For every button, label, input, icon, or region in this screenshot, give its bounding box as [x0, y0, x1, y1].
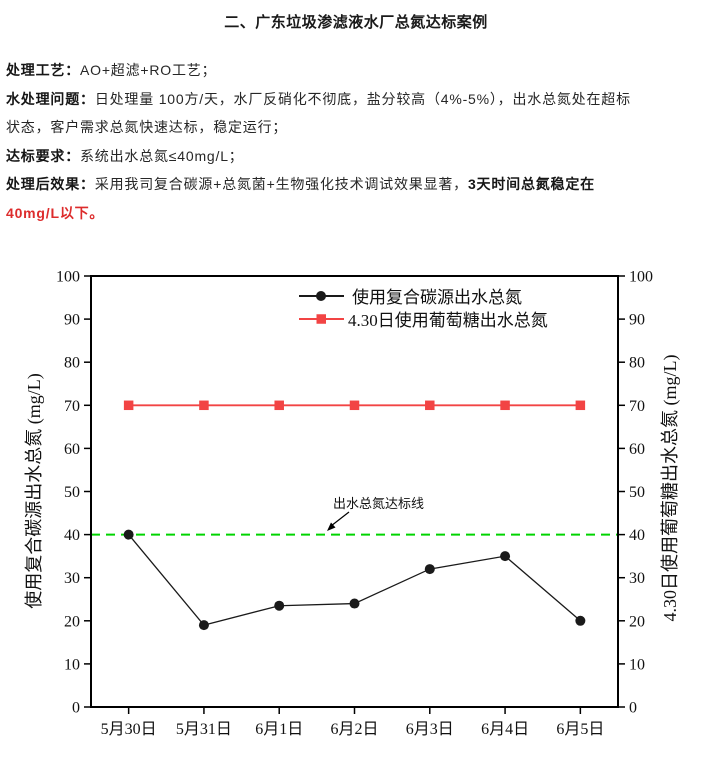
text-segment: 日处理量 100方/天，水厂反硝化不彻底，盐分较高（4%-5%），出水总氮处在超…: [94, 90, 631, 107]
text-line: 处理工艺：AO+超滤+RO工艺；: [6, 56, 708, 85]
y-tick-label-right: 70: [629, 398, 645, 415]
data-point-square: [123, 400, 134, 411]
text-segment: 水处理问题：: [6, 90, 95, 107]
text-segment: 3天时间总氮稳定在: [467, 176, 595, 192]
x-tick-label: 5月30日: [101, 721, 157, 738]
text-segment: 达标要求：: [6, 147, 80, 164]
data-point-circle: [349, 598, 360, 609]
y-tick-label-left: 60: [64, 441, 80, 458]
y-tick-label-left: 10: [64, 656, 80, 673]
data-point-square: [500, 400, 510, 411]
data-point-square: [575, 400, 586, 411]
legend-label: 使用复合碳源出水总氮: [352, 287, 522, 307]
y-tick-label-left: 80: [64, 355, 80, 372]
y-tick-label-right: 20: [629, 613, 645, 630]
data-point-circle: [274, 600, 285, 611]
data-point-circle: [198, 620, 209, 631]
data-point-square: [274, 400, 284, 411]
y-tick-label-right: 30: [629, 570, 645, 587]
y-tick-label-left: 30: [64, 570, 80, 587]
plot-frame: [90, 275, 619, 708]
x-tick-label: 6月4日: [481, 721, 529, 738]
data-point-circle: [575, 615, 586, 626]
y-tick-label-left: 70: [64, 398, 80, 415]
page-title: 二、广东垃圾渗滤液水厂总氮达标案例: [224, 14, 488, 31]
text-segment: 处理工艺：: [6, 62, 80, 78]
text-line: 处理后效果：采用我司复合碳源+总氮菌+生物强化技术调试效果显著，3天时间总氮稳定…: [6, 170, 708, 199]
x-tick-label: 6月2日: [330, 721, 378, 738]
x-tick-label: 5月31日: [176, 721, 232, 738]
annotation-arrow: [330, 511, 350, 527]
data-point-square: [349, 400, 360, 411]
y-tick-label-right: 10: [629, 656, 645, 673]
y-tick-label-right: 40: [629, 527, 645, 544]
data-point-circle: [500, 551, 511, 562]
data-point-square: [199, 400, 209, 411]
legend-marker-circle: [316, 291, 326, 301]
data-point-circle: [424, 564, 435, 575]
text-segment: 系统出水总氮≤40mg/L；: [80, 147, 244, 164]
x-tick-label: 6月1日: [255, 721, 303, 738]
text-line: 40mg/L以下。: [6, 199, 708, 228]
y-tick-label-left: 100: [56, 269, 80, 286]
series-line-0: [128, 534, 581, 626]
y-tick-label-left: 0: [72, 700, 80, 717]
text-segment: 采用我司复合碳源+总氮菌+生物强化技术调试效果显著，: [94, 176, 468, 192]
reference-line-label: 出水总氮达标线: [333, 496, 424, 511]
y-tick-label-left: 90: [64, 312, 80, 329]
y-tick-label-left: 50: [64, 484, 80, 501]
x-tick-label: 6月3日: [406, 721, 454, 738]
text-line: 状态，客户需求总氮快速达标，稳定运行；: [6, 113, 708, 142]
text-line: 达标要求：系统出水总氮≤40mg/L；: [6, 142, 708, 171]
y-tick-label-left: 40: [64, 527, 80, 544]
y-tick-label-right: 50: [629, 484, 645, 501]
text-segment: AO+超滤+RO工艺；: [80, 62, 217, 78]
y-tick-label-right: 100: [629, 269, 653, 286]
text-segment: 处理后效果：: [6, 176, 95, 192]
y-tick-label-right: 0: [629, 700, 637, 717]
x-tick-label: 6月5日: [556, 721, 604, 738]
y-tick-label-right: 60: [629, 441, 645, 458]
right-axis-title: 4.30日使用葡萄糖出水总氮 (mg/L): [660, 355, 681, 622]
left-axis-title: 使用复合碳源出水总氮 (mg/L): [24, 373, 45, 608]
text-line: 水处理问题：日处理量 100方/天，水厂反硝化不彻底，盐分较高（4%-5%），出…: [6, 85, 708, 114]
y-tick-label-left: 20: [64, 613, 80, 630]
text-segment: 40mg/L以下。: [6, 204, 105, 221]
data-point-circle: [123, 529, 134, 540]
annotation-arrowhead: [327, 522, 336, 531]
legend-label: 4.30日使用葡萄糖出水总氮: [348, 310, 548, 330]
legend-marker-square: [316, 314, 326, 324]
body-text: 处理工艺：AO+超滤+RO工艺； 水处理问题：日处理量 100方/天，水厂反硝化不…: [6, 56, 708, 227]
y-tick-label-right: 80: [629, 355, 645, 372]
text-segment: 状态，客户需求总氮快速达标，稳定运行；: [6, 119, 288, 135]
data-point-square: [425, 400, 435, 411]
y-tick-label-right: 90: [629, 312, 645, 329]
